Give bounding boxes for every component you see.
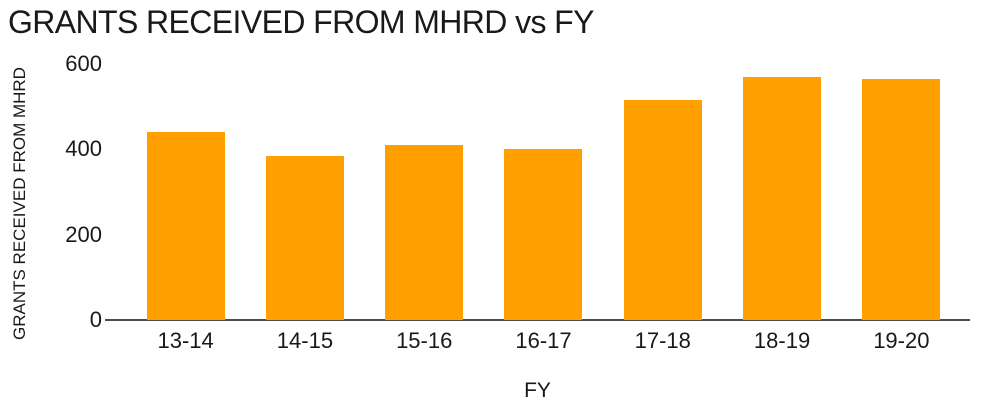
y-tick-label: 400 [65, 136, 102, 162]
bar-17-18[interactable] [623, 100, 702, 320]
x-tick-label: 13-14 [157, 328, 214, 353]
bar-column [484, 64, 603, 320]
y-tick-label: 600 [65, 51, 102, 76]
bar-column [842, 64, 961, 320]
x-axis-line [105, 319, 970, 321]
bar-15-16[interactable] [385, 145, 464, 320]
x-tick-label: 17-18 [634, 328, 691, 353]
x-tick-label: 18-19 [753, 328, 811, 353]
bar-column [603, 64, 722, 320]
bar-16-17[interactable] [504, 149, 583, 320]
x-tick-label: 15-16 [396, 328, 453, 353]
bar-column [126, 64, 245, 320]
bar-column [365, 64, 484, 320]
x-axis-tick-labels: 13-14 14-15 15-16 16-17 17-18 18-19 19-20 [126, 328, 961, 354]
y-tick-label: 0 [89, 307, 102, 332]
bar-18-19[interactable] [743, 76, 822, 320]
x-tick-label: 19-20 [873, 328, 930, 353]
bar-19-20[interactable] [862, 78, 941, 320]
bar-column [245, 64, 364, 320]
x-tick-label: 14-15 [276, 328, 334, 353]
plot-area [126, 64, 961, 320]
bar-column [722, 64, 841, 320]
x-tick-label: 16-17 [515, 328, 572, 353]
y-axis-tick-labels: 0 200 400 600 [0, 51, 102, 332]
y-tick-label: 200 [65, 221, 102, 247]
x-axis-title: FY [524, 379, 551, 402]
chart-title: GRANTS RECEIVED FROM MHRD vs FY [8, 4, 594, 40]
bar-14-15[interactable] [265, 155, 344, 320]
bar-13-14[interactable] [146, 132, 225, 320]
